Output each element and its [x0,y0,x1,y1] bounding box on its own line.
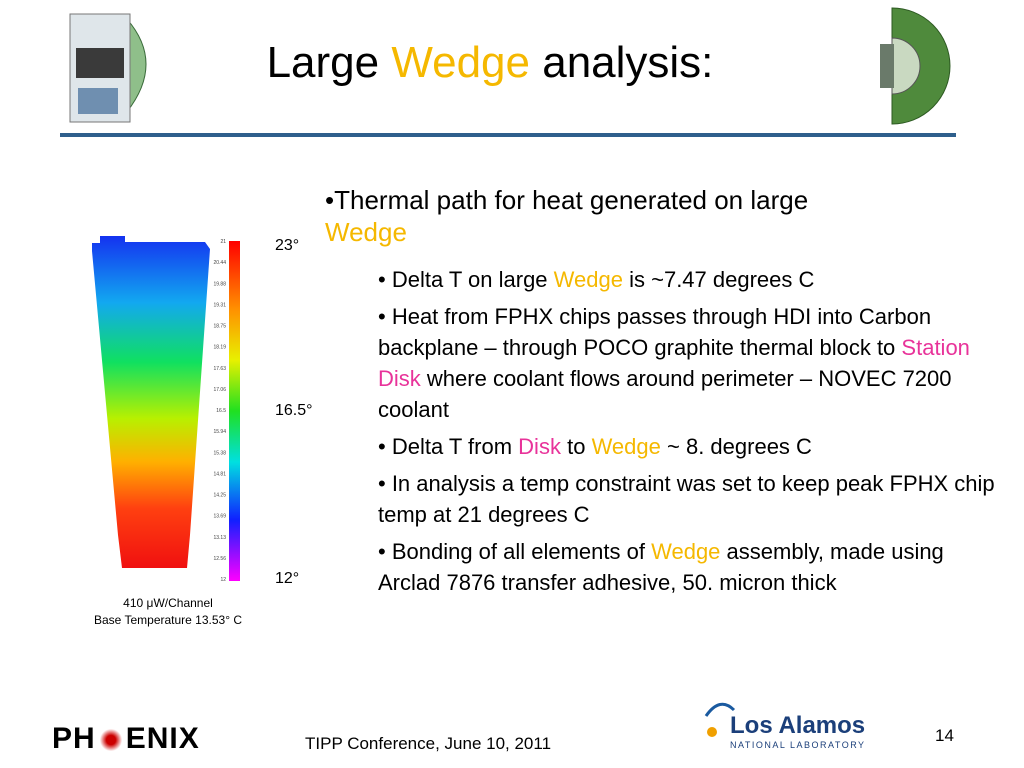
bullet-highlight: Wedge [553,267,623,292]
bullet-text: • In analysis a temp constraint was set … [378,471,995,527]
title-highlight: Wedge [391,38,530,87]
colorbar-label: 14.81 [213,471,226,477]
logo-text: PH [52,722,96,755]
scale-label: 12° [275,570,299,587]
colorbar-label: 13.69 [213,514,226,520]
colorbar-label: 16.5 [216,408,226,414]
lanl-icon [704,702,736,737]
phenix-logo: PH ENIX [52,722,200,756]
figure-caption: Base Temperature 13.53° C [94,613,242,627]
colorbar-label: 15.94 [213,429,226,435]
bullet-text: to [567,434,586,459]
page-number: 14 [935,726,954,745]
colorbar-label: 17.63 [213,366,226,372]
bullet-text: • Delta T on large [378,267,548,292]
figure-caption: 410 μW/Channel [123,596,213,610]
scale-label: 16.5° [275,402,313,419]
colorbar-label: 19.88 [213,281,226,287]
colorbar-label: 12.56 [213,556,226,562]
colorbar-label: 21 [220,239,226,245]
main-bullet: •Thermal path for heat generated on larg… [325,184,1005,248]
title-rule [60,133,956,137]
title-text: Large [266,38,380,87]
sub-bullet: • Delta T on large Wedge is ~7.47 degree… [378,264,1008,295]
colorbar-label: 12 [220,577,226,583]
bullet-highlight: Wedge [651,539,721,564]
sub-bullet: • Bonding of all elements of Wedge assem… [378,536,1008,598]
bullet-highlight: Wedge [591,434,661,459]
sub-bullet: • Heat from FPHX chips passes through HD… [378,301,1008,425]
footer-text: TIPP Conference, June 10, 2011 [305,734,552,753]
colorbar-label: 13.13 [213,535,226,541]
logo-text: ENIX [125,722,200,755]
colorbar-label: 18.19 [213,345,226,351]
slide-title: Large Wedge analysis: [0,38,980,88]
bullet-text: where coolant flows around perimeter – N… [378,366,952,422]
scale-label: 23° [275,237,299,254]
bullet-text: • Delta T from [378,434,513,459]
bullet-highlight: Wedge [325,217,407,247]
bullet-text: • Bonding of all elements of [378,539,645,564]
lanl-logo: Los Alamos NATIONAL LABORATORY [730,712,866,750]
bullet-highlight: Disk [518,434,561,459]
sub-bullet: • Delta T from Disk to Wedge ~ 8. degree… [378,431,1008,462]
logo-text: NATIONAL LABORATORY [730,740,866,750]
bullet-text: is ~7.47 degrees C [629,267,815,292]
colorbar-label: 20.44 [213,260,226,266]
colorbar-labels: 21 20.44 19.88 19.31 18.75 18.19 17.63 17.06 16.… [213,239,226,583]
logo-text: Los Alamos [730,712,866,739]
logo-icon [95,729,126,752]
colorbar-label: 14.25 [213,493,226,499]
colorbar-label: 15.38 [213,450,226,456]
disk-thumbnail [880,7,951,125]
title-text: analysis: [542,38,714,87]
colorbar [229,241,240,581]
sub-bullets: • Delta T on large Wedge is ~7.47 degree… [378,264,1008,604]
bullet-text: ~ 8. degrees C [667,434,812,459]
bullet-text: assembly, made using Arclad 7876 transfe… [378,539,944,595]
bullet-highlight: Station Disk [378,335,970,391]
colorbar-label: 18.75 [213,324,226,330]
wedge-thumbnail [69,13,147,123]
colorbar-label: 19.31 [213,302,226,308]
thermal-figure: 21 20.44 19.88 19.31 18.75 18.19 17.63 17.06 16.… [92,236,313,587]
bullet-text: • Heat from FPHX chips passes through HD… [378,304,932,360]
colorbar-label: 17.06 [213,387,226,393]
sub-bullet: • In analysis a temp constraint was set … [378,468,1008,530]
wedge-temperature-map [92,236,210,568]
bullet-text: •Thermal path for heat generated on larg… [325,185,809,215]
